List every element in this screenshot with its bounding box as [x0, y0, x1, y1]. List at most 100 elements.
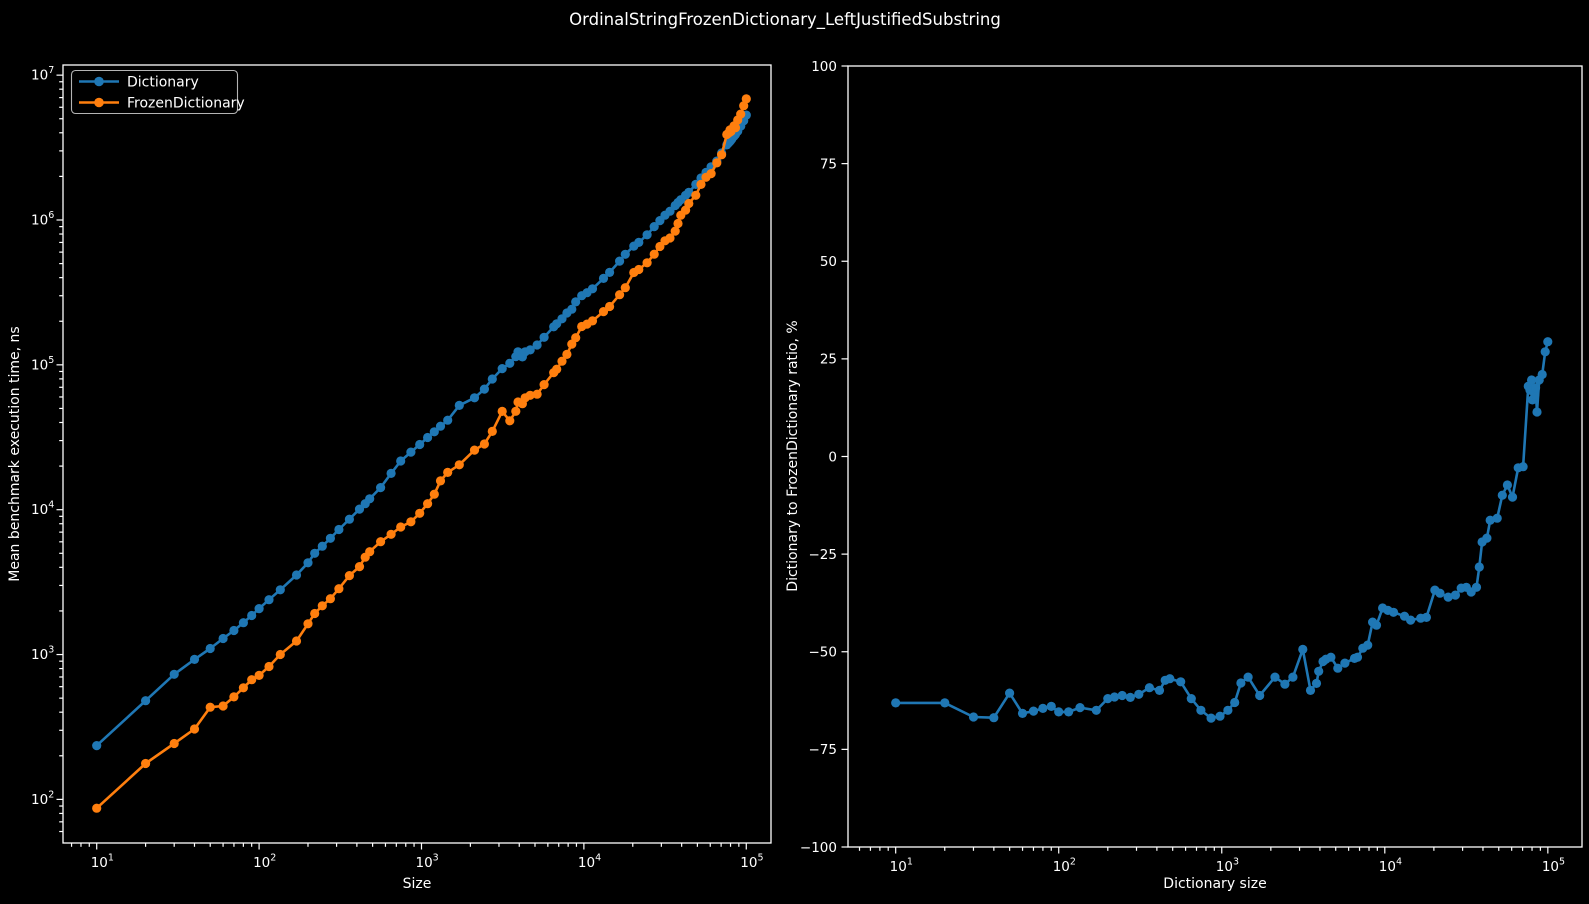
frozendictionary-point	[479, 439, 489, 449]
dictionary-to-frozendictionary-ratio-point	[1176, 677, 1186, 687]
frozendictionary-point	[247, 675, 257, 685]
tick-label: 50	[820, 254, 837, 270]
dictionary-to-frozendictionary-ratio-point	[1144, 683, 1154, 693]
dictionary-to-frozendictionary-ratio-point	[1340, 658, 1350, 668]
frozendictionary-point	[141, 758, 151, 769]
frozendictionary-point	[303, 619, 313, 629]
frozendictionary-point	[325, 594, 335, 604]
dictionary-to-frozendictionary-ratio-point	[1230, 697, 1240, 708]
dictionary-point	[92, 741, 102, 751]
dictionary-to-frozendictionary-ratio-point	[1421, 612, 1431, 623]
dictionary-to-frozendictionary-ratio-point	[1117, 690, 1127, 701]
dictionary-point	[310, 548, 320, 558]
dictionary-to-frozendictionary-ratio-point	[1305, 685, 1316, 696]
frozendictionary-point	[525, 390, 535, 400]
dictionary-point	[598, 273, 609, 283]
tick-label: −50	[809, 645, 838, 661]
dictionary-point	[169, 669, 179, 679]
frozendictionary-point	[415, 508, 425, 518]
frozendictionary-point	[571, 333, 581, 343]
dictionary-to-frozendictionary-ratio-point	[1054, 707, 1064, 717]
dictionary-to-frozendictionary-ratio-series	[891, 337, 1553, 723]
tick-label: 25	[820, 352, 837, 368]
dictionary-point	[469, 393, 480, 403]
dictionary-to-frozendictionary-ratio-point	[1352, 652, 1363, 662]
dictionary-to-frozendictionary-ratio-point	[1038, 703, 1048, 714]
tick-label: 75	[820, 156, 837, 172]
frozendictionary-point	[634, 264, 644, 275]
tick-labels: 101 102 103 104 105 102 103 104 105 106 107	[31, 65, 764, 871]
dictionary-to-frozendictionary-ratio-point	[940, 698, 950, 708]
dictionary-point	[365, 494, 375, 504]
frozendictionary-point	[334, 584, 344, 594]
dictionary-point	[317, 541, 327, 551]
dictionary-point	[218, 633, 228, 644]
frozendictionary-point	[717, 150, 727, 160]
dictionary-point	[605, 267, 615, 277]
tick-label: 101	[91, 853, 114, 872]
frozendictionary-point	[649, 249, 659, 259]
frozendictionary-line	[95, 98, 748, 810]
legend-marker-frozendictionary	[94, 97, 104, 108]
frozendictionary-point	[218, 701, 228, 711]
frozendictionary-point	[354, 562, 365, 572]
dictionary-to-frozendictionary-ratio-point	[1311, 678, 1322, 689]
tick-label: 102	[253, 853, 276, 872]
dictionary-to-frozendictionary-ratio-point	[1196, 705, 1206, 715]
tick-label: 107	[31, 65, 54, 84]
dictionary-point	[229, 625, 239, 636]
dictionary-to-frozendictionary-ratio-point	[1363, 640, 1373, 650]
plot-border	[847, 65, 1583, 848]
legend-label-frozendictionary: FrozenDictionary	[127, 96, 245, 112]
dictionary-to-frozendictionary-ratio-point	[1485, 515, 1495, 525]
frozendictionary-point	[706, 169, 716, 179]
frozendictionary-point	[505, 416, 515, 426]
frozendictionary-point	[712, 158, 722, 168]
dictionary-point	[205, 643, 215, 654]
dictionary-to-frozendictionary-ratio-point	[1206, 713, 1216, 723]
dictionary-point	[334, 524, 344, 535]
dictionary-to-frozendictionary-ratio-point	[1288, 672, 1298, 682]
dictionary-to-frozendictionary-ratio-point	[989, 713, 999, 723]
frozendictionary-point	[691, 190, 701, 200]
tick-label: 104	[1379, 857, 1402, 876]
tick-label: 105	[31, 355, 54, 374]
left-chart-axes: 101 102 103 104 105 102 103 104 105 106 107	[31, 64, 772, 871]
dictionary-point	[525, 345, 535, 355]
frozendictionary-point	[396, 522, 406, 532]
frozendictionary-point	[620, 283, 630, 293]
frozendictionary-point	[562, 349, 572, 359]
tick-label: 102	[1053, 857, 1076, 876]
dictionary-to-frozendictionary-ratio-point	[1064, 707, 1074, 717]
frozendictionary-point	[532, 389, 542, 399]
dictionary-point	[406, 447, 416, 457]
dictionary-point	[615, 256, 625, 266]
tick-label: 102	[31, 789, 54, 808]
dictionary-to-frozendictionary-ratio-point	[1482, 533, 1492, 543]
legend-label-dictionary: Dictionary	[127, 75, 199, 91]
frozendictionary-point	[497, 406, 507, 416]
dictionary-to-frozendictionary-ratio-point	[1280, 679, 1290, 689]
left-chart: 101 102 103 104 105 102 103 104 105 106 107 Size M…	[7, 64, 772, 892]
dictionary-point	[423, 432, 433, 443]
dictionary-point	[479, 384, 489, 394]
dictionary-to-frozendictionary-ratio-point	[1154, 685, 1165, 696]
dictionary-point	[247, 610, 257, 621]
tick-label: 101	[890, 857, 913, 876]
frozendictionary-point	[598, 307, 609, 317]
dictionary-to-frozendictionary-ratio-point	[1186, 694, 1196, 704]
dictionary-point	[567, 304, 577, 314]
dictionary-point	[238, 618, 248, 628]
dictionary-to-frozendictionary-ratio-point	[1540, 347, 1550, 357]
right-y-axis-label: Dictionary to FrozenDictionary ratio, %	[785, 320, 801, 591]
dictionary-to-frozendictionary-ratio-point	[1406, 615, 1416, 625]
dictionary-to-frozendictionary-ratio-point	[1507, 492, 1518, 502]
frozendictionary-point	[454, 460, 464, 470]
dictionary-to-frozendictionary-ratio-point	[1543, 337, 1553, 347]
dictionary-to-frozendictionary-ratio-point	[1134, 689, 1144, 699]
dictionary-to-frozendictionary-ratio-point	[1298, 644, 1308, 655]
dictionary-to-frozendictionary-ratio-point	[1474, 562, 1484, 572]
frozendictionary-point	[344, 571, 354, 581]
right-chart: 101 102 103 104 105 100 75 50 25 0 −25 −50 −75 −100 D…	[785, 59, 1583, 892]
